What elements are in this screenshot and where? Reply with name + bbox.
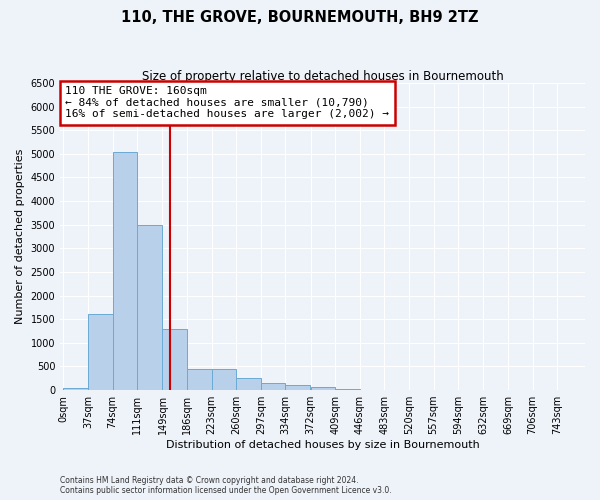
Y-axis label: Number of detached properties: Number of detached properties bbox=[15, 149, 25, 324]
Bar bbox=[88, 314, 113, 390]
Text: Contains HM Land Registry data © Crown copyright and database right 2024.
Contai: Contains HM Land Registry data © Crown c… bbox=[60, 476, 392, 495]
Bar bbox=[286, 386, 310, 390]
Bar bbox=[335, 388, 360, 390]
Bar bbox=[64, 388, 88, 390]
Text: 110 THE GROVE: 160sqm
← 84% of detached houses are smaller (10,790)
16% of semi-: 110 THE GROVE: 160sqm ← 84% of detached … bbox=[65, 86, 389, 120]
Bar bbox=[261, 383, 286, 390]
Title: Size of property relative to detached houses in Bournemouth: Size of property relative to detached ho… bbox=[142, 70, 503, 83]
Text: 110, THE GROVE, BOURNEMOUTH, BH9 2TZ: 110, THE GROVE, BOURNEMOUTH, BH9 2TZ bbox=[121, 10, 479, 25]
X-axis label: Distribution of detached houses by size in Bournemouth: Distribution of detached houses by size … bbox=[166, 440, 479, 450]
Bar bbox=[163, 328, 187, 390]
Bar bbox=[236, 378, 261, 390]
Bar bbox=[187, 369, 212, 390]
Bar bbox=[137, 224, 162, 390]
Bar bbox=[212, 369, 236, 390]
Bar bbox=[311, 386, 335, 390]
Bar bbox=[113, 152, 137, 390]
